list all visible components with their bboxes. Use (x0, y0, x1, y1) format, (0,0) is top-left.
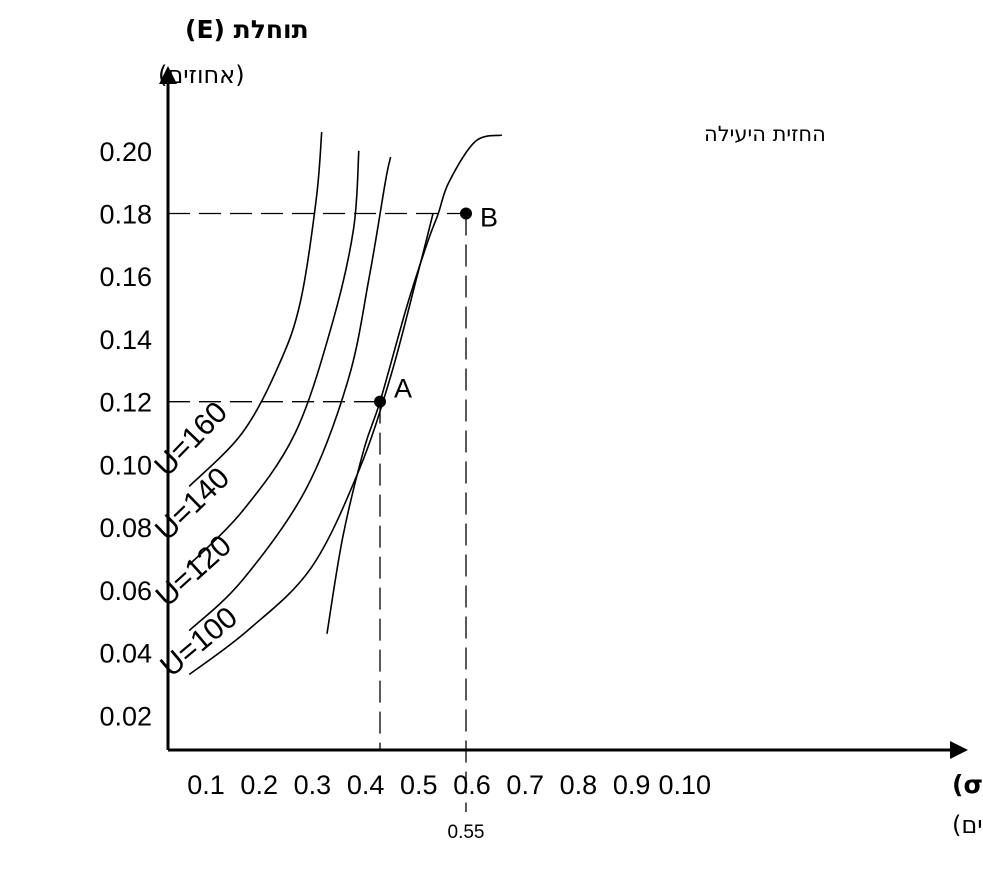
x-tick-label: 0.4 (347, 770, 385, 800)
x-tick-label: 0.7 (506, 770, 544, 800)
y-tick-label: 0.14 (99, 325, 152, 355)
x-tick-label: 0.8 (560, 770, 598, 800)
x-tick-label: 0.1 (187, 770, 225, 800)
x-axis-unit: (אחוזים) (952, 811, 983, 839)
y-tick-label: 0.02 (99, 701, 152, 731)
point-label: B (480, 203, 498, 233)
y-tick-label: 0.18 (99, 200, 152, 230)
indifference-curve (188, 156, 392, 632)
x-extra-tick-label: 0.55 (448, 822, 485, 843)
guide-lines (168, 212, 467, 812)
efficient-frontier-curve (326, 134, 503, 634)
y-tick-labels: 0.02 0.04 0.06 0.08 0.10 0.12 0.14 0.16 0.18 0.20 (99, 137, 152, 731)
x-tick-label: 0.9 (613, 770, 651, 800)
x-tick-label: 0.2 (240, 770, 278, 800)
chart-points: AB (374, 203, 498, 408)
y-tick-label: 0.16 (99, 262, 152, 292)
y-axis-title: תוחלת (E) (185, 15, 309, 44)
x-tick-label: 0.5 (400, 770, 438, 800)
point-marker (374, 395, 386, 408)
point-label: A (394, 374, 412, 404)
x-axis-arrow (950, 741, 968, 759)
indifference-curve (188, 150, 360, 566)
y-tick-label: 0.08 (99, 513, 152, 543)
y-tick-label: 0.04 (99, 639, 152, 669)
x-tick-label: 0.3 (294, 770, 332, 800)
point-marker (460, 207, 472, 220)
y-axis-arrow (159, 66, 177, 84)
y-axis-unit: (אחוזים) (158, 61, 245, 89)
x-tick-label: 0.6 (453, 770, 491, 800)
y-tick-label: 0.20 (99, 137, 152, 167)
indifference-curve-label: U=120 (150, 529, 238, 613)
indifference-curve (188, 131, 323, 487)
efficient-frontier: החזית היעילה (326, 122, 826, 634)
x-axis-title: סיכון (σ) (952, 770, 983, 799)
y-tick-label: 0.06 (99, 576, 152, 606)
y-tick-label: 0.12 (99, 388, 152, 418)
y-tick-label: 0.10 (99, 450, 152, 480)
efficient-frontier-label: החזית היעילה (704, 122, 826, 146)
x-tick-label: 0.10 (659, 770, 712, 800)
x-tick-labels: 0.1 0.2 0.3 0.4 0.5 0.6 0.7 0.8 0.9 0.10 (187, 770, 711, 800)
